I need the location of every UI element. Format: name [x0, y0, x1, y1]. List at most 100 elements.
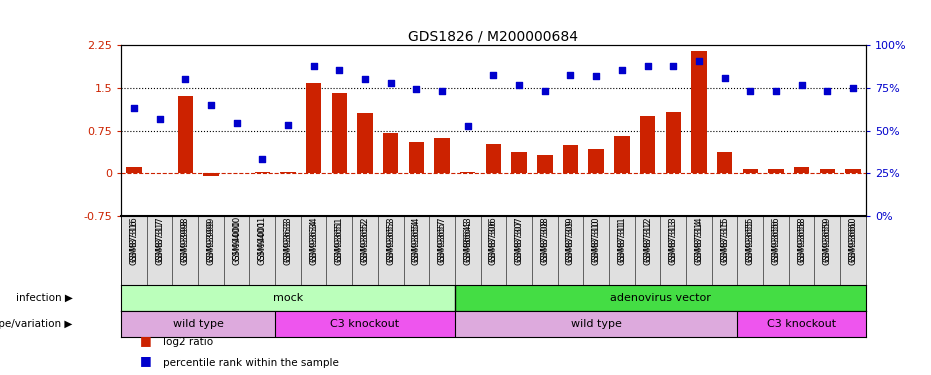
Text: ■: ■ — [140, 334, 152, 347]
Text: GSM87317: GSM87317 — [155, 220, 164, 266]
Bar — [203, 173, 219, 176]
Text: GSM93659: GSM93659 — [823, 220, 831, 265]
Point — [845, 85, 860, 91]
Text: GSM87315: GSM87315 — [720, 220, 729, 265]
Text: GSM93633: GSM93633 — [283, 220, 292, 266]
Text: GSM93656: GSM93656 — [772, 220, 780, 265]
Text: C3 knockout: C3 knockout — [767, 319, 836, 329]
Bar — [121, 285, 455, 311]
Bar — [562, 145, 578, 173]
Point — [717, 75, 732, 81]
Bar — [383, 134, 398, 173]
Bar — [691, 51, 707, 173]
Text: wild type: wild type — [172, 319, 223, 329]
Bar — [768, 169, 784, 173]
Bar — [455, 285, 866, 311]
Text: percentile rank within the sample: percentile rank within the sample — [163, 357, 339, 368]
Text: GSM87310: GSM87310 — [592, 220, 600, 265]
Point — [178, 76, 193, 82]
Bar — [331, 93, 347, 173]
Point — [127, 105, 142, 111]
Point — [692, 58, 707, 64]
Bar — [717, 152, 733, 173]
Text: GSM93651: GSM93651 — [335, 220, 344, 265]
Point — [435, 88, 450, 94]
Text: GSM93653: GSM93653 — [386, 220, 395, 265]
Text: infection ▶: infection ▶ — [16, 293, 73, 303]
Bar — [178, 96, 193, 173]
Point — [614, 66, 629, 72]
Text: ■: ■ — [140, 354, 152, 368]
Point — [537, 88, 552, 94]
Bar — [254, 172, 270, 173]
Title: GDS1826 / M200000684: GDS1826 / M200000684 — [409, 30, 578, 44]
Point — [152, 116, 167, 122]
Bar — [280, 172, 296, 173]
Text: GSM87314: GSM87314 — [695, 220, 704, 265]
Point — [384, 80, 398, 86]
Point — [204, 102, 219, 108]
Text: genotype/variation ▶: genotype/variation ▶ — [0, 319, 73, 329]
Text: GSM87308: GSM87308 — [540, 220, 549, 266]
Bar — [614, 136, 629, 173]
Text: GSM93655: GSM93655 — [746, 220, 755, 265]
Text: GSM94001: GSM94001 — [258, 220, 267, 265]
Bar — [486, 144, 501, 173]
Bar — [737, 311, 866, 338]
Bar — [121, 311, 276, 338]
Text: GSM86643: GSM86643 — [464, 220, 472, 266]
Text: GSM87306: GSM87306 — [489, 220, 498, 266]
Point — [794, 82, 809, 88]
Point — [255, 156, 270, 162]
Bar — [435, 138, 450, 173]
Text: GSM94000: GSM94000 — [232, 220, 241, 265]
Point — [820, 88, 835, 94]
Text: GSM87316: GSM87316 — [129, 220, 139, 266]
Point — [666, 63, 681, 69]
Text: GSM87313: GSM87313 — [668, 220, 678, 266]
Text: GSM93634: GSM93634 — [309, 220, 318, 265]
Text: GSM93998: GSM93998 — [181, 220, 190, 265]
Point — [331, 66, 346, 72]
Bar — [358, 114, 372, 173]
Bar — [127, 166, 142, 173]
Point — [460, 123, 475, 129]
Bar — [306, 83, 321, 173]
Bar — [588, 149, 604, 173]
Point — [768, 88, 783, 94]
Point — [306, 63, 321, 69]
Point — [358, 76, 372, 82]
Point — [743, 88, 758, 94]
Text: GSM87309: GSM87309 — [566, 220, 575, 265]
Point — [409, 86, 424, 92]
Text: C3 knockout: C3 knockout — [331, 319, 399, 329]
Text: GSM87311: GSM87311 — [617, 220, 627, 265]
Bar — [460, 172, 476, 173]
Bar — [819, 169, 835, 173]
Bar — [666, 112, 681, 173]
Point — [588, 74, 603, 80]
Point — [486, 72, 501, 78]
Text: GSM93652: GSM93652 — [360, 220, 370, 265]
Text: adenovirus vector: adenovirus vector — [610, 293, 710, 303]
Bar — [845, 170, 860, 173]
Point — [563, 72, 578, 78]
Text: GSM87312: GSM87312 — [643, 220, 652, 265]
Text: GSM93999: GSM93999 — [207, 220, 215, 265]
Text: GSM93660: GSM93660 — [848, 220, 857, 265]
Point — [280, 122, 295, 128]
Point — [229, 120, 244, 126]
Text: GSM93654: GSM93654 — [412, 220, 421, 265]
Text: wild type: wild type — [571, 319, 622, 329]
Bar — [409, 142, 425, 173]
Bar — [640, 116, 655, 173]
Text: mock: mock — [273, 293, 304, 303]
Bar — [743, 169, 758, 173]
Bar — [511, 152, 527, 173]
Point — [512, 82, 527, 88]
Text: GSM93657: GSM93657 — [438, 220, 447, 265]
Bar — [455, 311, 737, 338]
Text: log2 ratio: log2 ratio — [163, 337, 213, 347]
Point — [641, 63, 655, 69]
Text: GSM93658: GSM93658 — [797, 220, 806, 265]
